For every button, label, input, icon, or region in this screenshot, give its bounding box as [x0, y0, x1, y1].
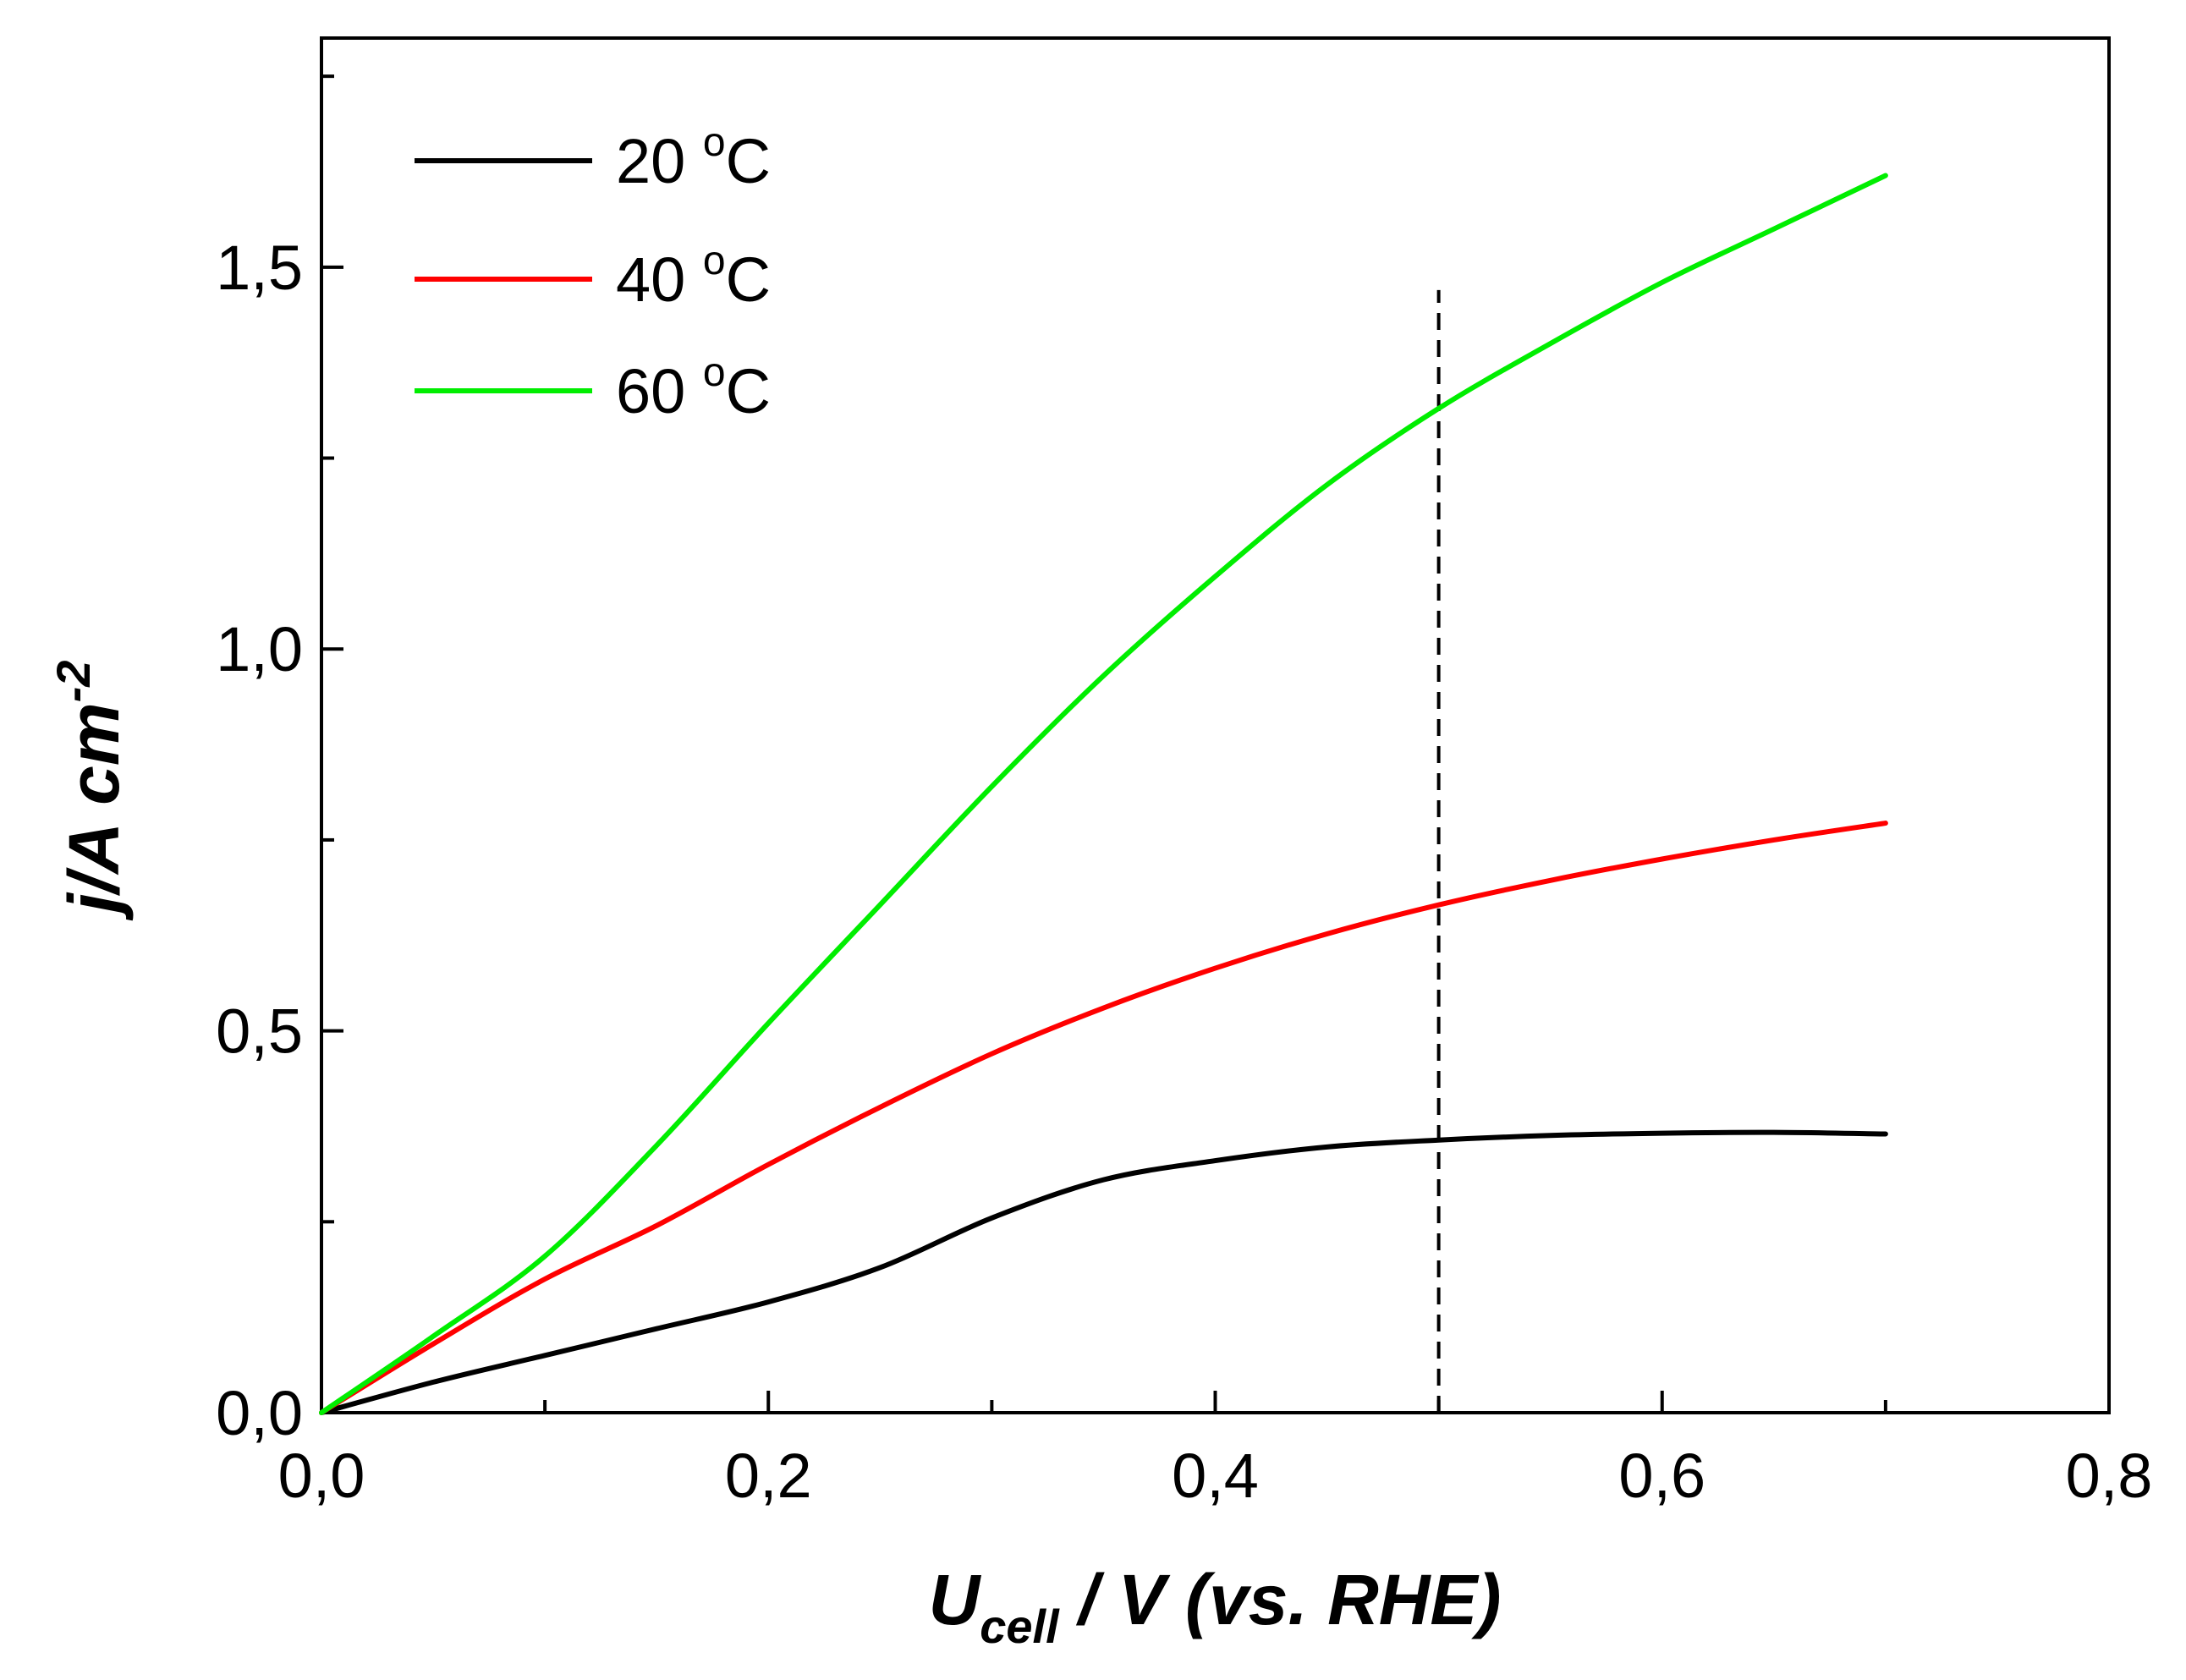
y-tick-label: 1,5 [216, 233, 303, 303]
y-tick-label: 1,0 [216, 614, 303, 684]
legend-label: 60 oC [616, 350, 771, 426]
x-axis-title-subscript: cell [980, 1600, 1060, 1653]
y-axis-title-superscript: -2 [47, 661, 100, 703]
x-axis-title-main: U [929, 1560, 982, 1639]
axis-ticks [320, 74, 2111, 1414]
y-axis-title-main: j/A cm [54, 702, 134, 921]
x-tick-label: 0,2 [725, 1441, 812, 1511]
series-line-2 [319, 821, 1888, 1415]
y-axis-title: j/A cm-2 [47, 661, 134, 922]
y-tick-label: 0,0 [216, 1378, 303, 1448]
axis-tick-labels: 0,0 0,2 0,4 0,6 0,8 0,0 0,5 1,0 1,5 [216, 233, 2152, 1511]
series-line-1 [319, 1129, 1888, 1415]
legend: 20 oC 40 oC 60 oC [415, 120, 771, 426]
x-tick-label: 0,0 [278, 1441, 365, 1511]
y-tick-label: 0,5 [216, 996, 303, 1067]
x-tick-label: 0,8 [2066, 1441, 2153, 1511]
x-axis-title-rest: / V (vs. RHE) [1059, 1560, 1502, 1639]
plot-frame [320, 36, 2111, 1414]
x-tick-label: 0,4 [1172, 1441, 1259, 1511]
legend-label: 40 oC [616, 239, 771, 315]
series-lines [319, 173, 1888, 1415]
x-axis-title: Ucell / V (vs. RHE) [929, 1560, 1502, 1653]
legend-label: 20 oC [616, 120, 771, 196]
series-line-3 [319, 173, 1888, 1415]
x-tick-label: 0,6 [1618, 1441, 1705, 1511]
